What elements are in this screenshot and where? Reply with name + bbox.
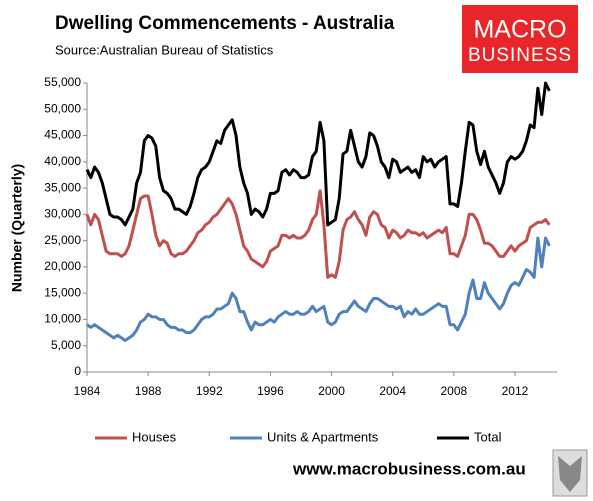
x-tick-label: 1992 [196, 384, 223, 398]
legend-label: Units & Apartments [267, 429, 379, 444]
logo-text: BUSINESS [468, 45, 572, 66]
legend-label: Total [474, 429, 502, 444]
y-tick-label: 20,000 [44, 259, 81, 273]
y-tick-label: 10,000 [44, 312, 81, 326]
x-tick-label: 1988 [135, 384, 162, 398]
x-tick-label: 2004 [379, 384, 406, 398]
y-tick-label: 45,000 [44, 128, 81, 142]
series-line [85, 189, 551, 279]
logo-icon [558, 456, 582, 492]
logo-box [462, 5, 578, 73]
website: www.macrobusiness.com.au [292, 459, 526, 478]
y-tick-label: 25,000 [44, 233, 81, 247]
y-tick-label: 50,000 [44, 101, 81, 115]
y-tick-label: 35,000 [44, 180, 81, 194]
y-tick-label: 0 [74, 364, 81, 378]
y-tick-label: 55,000 [44, 75, 81, 89]
x-tick-label: 2000 [318, 384, 345, 398]
series-line [85, 81, 551, 227]
legend-label: Houses [132, 429, 177, 444]
logo-text: MACRO [473, 16, 566, 44]
x-tick-label: 1996 [257, 384, 284, 398]
y-tick-label: 5,000 [51, 338, 81, 352]
x-tick-label: 2012 [502, 384, 529, 398]
y-tick-label: 30,000 [44, 207, 81, 221]
series-line [86, 236, 551, 342]
chart-title: Dwelling Commencements - Australia [55, 13, 395, 34]
y-tick-label: 40,000 [44, 154, 81, 168]
x-tick-label: 1984 [74, 384, 101, 398]
chart-subtitle: Source:Australian Bureau of Statistics [55, 42, 274, 57]
y-tick-label: 15,000 [44, 285, 81, 299]
x-tick-label: 2008 [440, 384, 467, 398]
y-axis-label: Number (Quarterly) [9, 164, 25, 292]
